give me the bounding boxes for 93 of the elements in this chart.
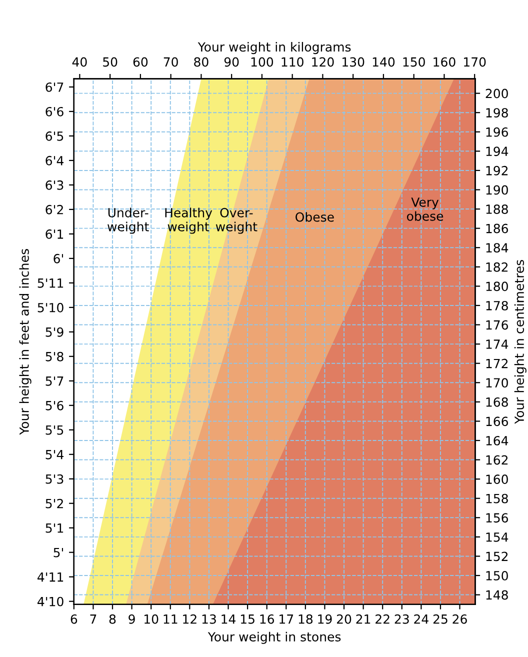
x-tick-label: 9 [128,614,135,624]
x2-tick-label: 100 [251,57,274,67]
annotation: Healthy weight [165,208,212,234]
x2-tick-label: 160 [434,57,456,67]
y2-tick-label: 5'11 [38,278,64,288]
y-tick-label: 190 [486,185,508,195]
x-tick-label: 23 [394,614,409,624]
annotation: Obese [296,212,334,222]
x-tick-label: 10 [144,614,158,624]
x-tick-label: 22 [376,614,390,624]
y2-tick-label: 6'1 [46,229,64,239]
x2-tick-label: 110 [282,57,304,67]
x-tick-label: 20 [336,614,352,624]
x-tick-label: 19 [318,614,332,624]
x-tick-label: 15 [240,614,254,624]
y-tick-label: 198 [486,108,508,118]
x-tick-label: 25 [433,614,448,624]
x2-tick-label: 80 [194,57,208,67]
x2-tick-label: 120 [312,57,334,67]
y-tick-label: 200 [486,88,508,98]
y2-tick-label: 6' [54,254,63,264]
y-tick-label: 176 [486,320,508,330]
y2-tick-label: 4'10 [38,596,64,606]
y-tick-label: 174 [486,340,508,349]
x2-tick-label: 50 [103,57,118,67]
y-tick-label: 150 [486,570,508,580]
y2-tick-label: 5'6 [46,400,64,410]
y2-tick-label: 6'2 [46,204,63,214]
x-tick-label: 13 [202,614,216,624]
y-tick-label: 158 [486,494,508,504]
x-tick-label: 21 [356,614,370,624]
y2-tick-label: 5'1 [46,524,64,533]
y-tick-label: 178 [486,300,508,310]
y2-tick-label: 5'3 [46,474,64,484]
y-axis-title: Your height in centimetres [514,260,526,424]
y-tick-label: 194 [486,146,508,156]
y2-tick-label: 6'5 [46,131,64,141]
x2-tick-label: 130 [342,57,364,67]
y-tick-label: 164 [486,436,508,446]
y-tick-label: 192 [486,166,508,176]
x-tick-label: 11 [164,614,178,624]
x-tick-label: 18 [298,614,313,624]
x-tick-label: 17 [280,614,294,624]
x-tick-label: 24 [414,614,428,624]
y-tick-label: 168 [486,397,508,407]
x2-tick-label: 140 [372,57,395,67]
x-tick-label: 6 [70,614,78,624]
y-tick-label: 188 [486,204,508,214]
y-tick-label: 170 [486,378,508,388]
x-tick-label: 12 [183,614,196,624]
y2-tick-label: 5'10 [38,302,64,312]
y-tick-label: 154 [486,532,508,542]
y-tick-label: 148 [486,590,508,600]
x-tick-label: 14 [222,614,236,624]
y2-tick-label: 6'3 [46,180,64,190]
y2-axis-title: Your height in feet and inches [19,249,32,435]
x2-tick-label: 170 [464,57,486,67]
annotation: Very obese [406,198,444,221]
y-tick-label: 196 [486,127,508,137]
annotation: Over- weight [216,208,258,234]
y2-tick-label: 5' [54,548,63,558]
x-tick-label: 26 [452,614,467,624]
y-tick-label: 180 [486,282,508,292]
x-tick-label: 8 [109,614,116,624]
x2-tick-label: 150 [403,57,425,67]
y2-tick-label: 5'5 [46,426,64,435]
x2-axis-title: Your weight in kilograms [198,42,351,54]
x2-tick-label: 60 [133,57,148,67]
x-tick-label: 16 [260,614,274,624]
x2-tick-label: 90 [224,57,239,67]
y2-tick-label: 5'7 [46,376,64,386]
annotation: Under- weight [108,208,149,234]
y-tick-label: 184 [486,243,508,253]
y2-tick-label: 6'4 [46,156,64,166]
y2-tick-label: 4'11 [38,572,64,582]
y2-tick-label: 5'4 [46,450,64,460]
y-tick-label: 182 [486,262,508,272]
x2-tick-label: 40 [72,57,87,67]
y-tick-label: 156 [486,513,508,523]
y2-tick-label: 5'9 [46,327,64,337]
y-tick-label: 160 [486,474,508,484]
y-tick-label: 162 [486,455,508,465]
y-tick-label: 152 [486,552,508,562]
y2-tick-label: 6'6 [46,106,64,116]
y2-tick-label: 6'7 [46,82,64,92]
x2-tick-label: 70 [164,57,178,67]
y-tick-label: 166 [486,416,508,426]
x-tick-label: 7 [90,614,96,624]
y2-tick-label: 5'8 [46,352,64,362]
x-axis-title: Your weight in stones [208,632,341,644]
y-tick-label: 186 [486,224,508,234]
y-tick-label: 172 [486,358,508,368]
y2-tick-label: 5'2 [46,498,63,508]
